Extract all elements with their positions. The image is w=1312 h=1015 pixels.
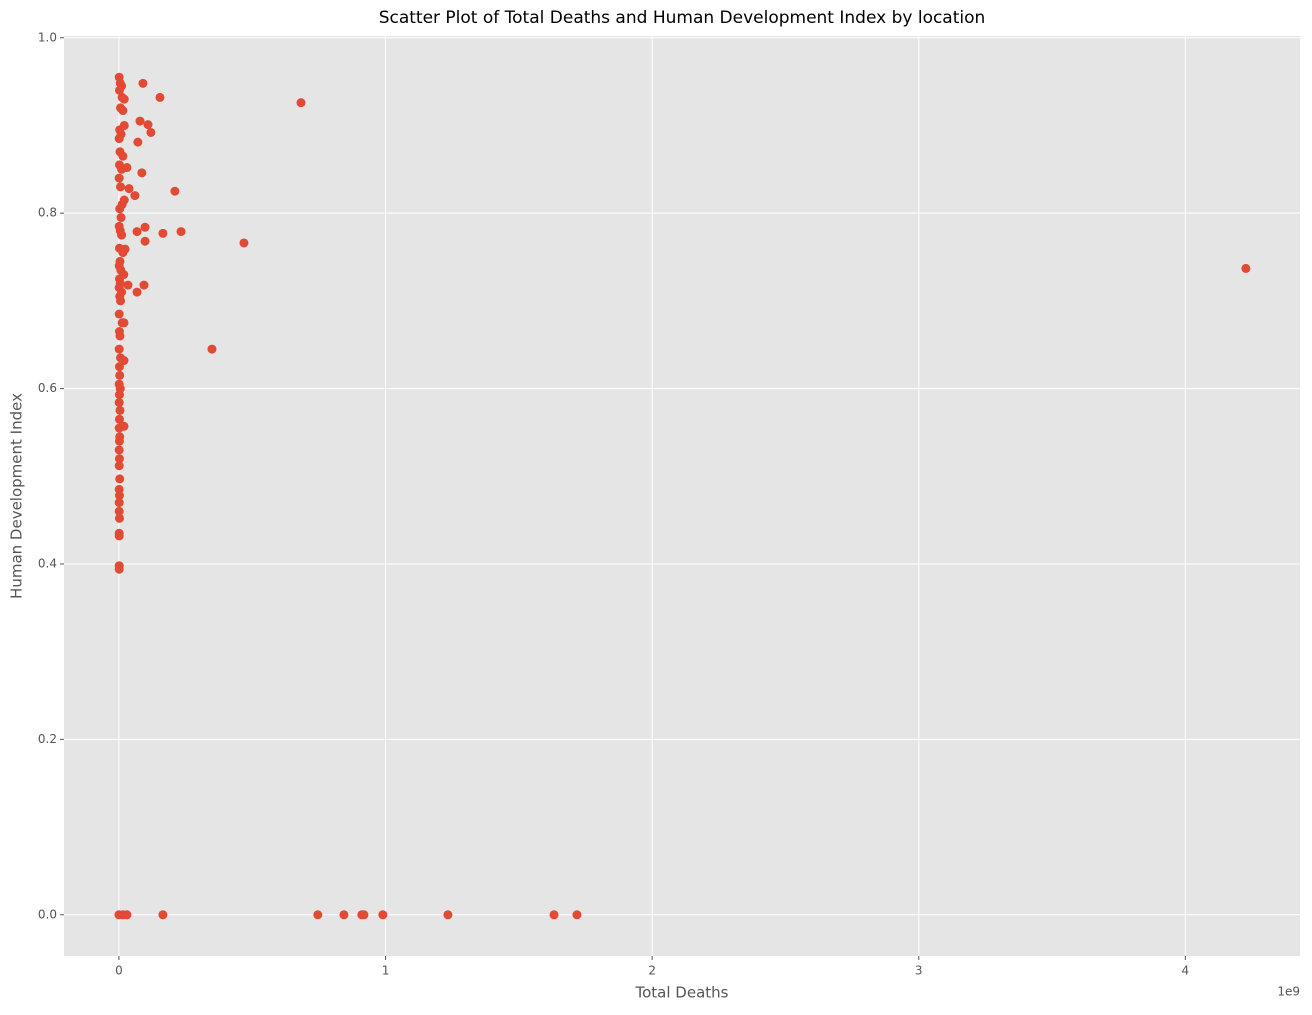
point: [123, 280, 133, 290]
point: [115, 331, 125, 341]
point: [146, 127, 156, 137]
x-offset-label: 1e9: [1277, 985, 1300, 999]
point: [114, 506, 124, 516]
x-tick-label: 3: [915, 964, 923, 978]
x-axis-label: Total Deaths: [635, 984, 729, 1002]
point: [176, 227, 186, 237]
point: [549, 910, 559, 920]
point: [114, 309, 124, 319]
y-tick-label: 0.4: [38, 556, 57, 570]
point: [117, 318, 127, 328]
point: [122, 910, 132, 920]
point: [118, 151, 128, 161]
x-tick-label: 1: [382, 964, 390, 978]
point: [118, 248, 128, 258]
point: [133, 137, 143, 147]
point: [139, 280, 149, 290]
point: [138, 78, 148, 88]
point: [132, 287, 142, 297]
point: [572, 910, 582, 920]
point: [1241, 263, 1251, 273]
point: [114, 423, 124, 433]
point: [339, 910, 349, 920]
point: [132, 227, 142, 237]
point: [239, 238, 249, 248]
y-tick-label: 1.0: [38, 30, 57, 44]
point: [115, 405, 125, 415]
y-tick-label: 0.2: [38, 732, 57, 746]
point: [296, 98, 306, 108]
point: [158, 910, 168, 920]
point: [118, 106, 128, 116]
point: [114, 491, 124, 501]
point: [114, 173, 124, 183]
point: [140, 222, 150, 232]
point: [114, 531, 124, 541]
point: [207, 344, 217, 354]
point: [114, 398, 124, 408]
plot-area: [64, 36, 1300, 956]
point: [130, 191, 140, 201]
point: [114, 414, 124, 424]
point: [124, 184, 134, 194]
x-tick-label: 2: [648, 964, 656, 978]
point: [158, 228, 168, 238]
point: [119, 94, 129, 104]
point: [116, 182, 126, 192]
y-tick-label: 0.6: [38, 381, 57, 395]
point: [135, 116, 145, 126]
x-tick-label: 0: [115, 964, 123, 978]
point: [378, 910, 388, 920]
point: [140, 236, 150, 246]
point: [114, 344, 124, 354]
chart-title: Scatter Plot of Total Deaths and Human D…: [379, 8, 986, 28]
point: [115, 474, 125, 484]
point: [117, 230, 127, 240]
point: [114, 445, 124, 455]
point: [117, 164, 127, 174]
point: [115, 370, 125, 380]
point: [443, 910, 453, 920]
point: [116, 296, 126, 306]
point: [137, 168, 147, 178]
point: [114, 390, 124, 400]
y-axis-label: Human Development Index: [8, 393, 26, 599]
point: [116, 353, 126, 363]
point: [114, 513, 124, 523]
point: [359, 910, 369, 920]
point: [115, 204, 125, 214]
point: [313, 910, 323, 920]
point: [114, 362, 124, 372]
point: [114, 85, 124, 95]
y-tick-label: 0.8: [38, 206, 57, 220]
point: [116, 213, 126, 223]
point: [114, 436, 124, 446]
point: [155, 92, 165, 102]
point: [114, 461, 124, 471]
point: [114, 498, 124, 508]
point: [114, 454, 124, 464]
point: [170, 186, 180, 196]
y-tick-label: 0.0: [38, 907, 57, 921]
point: [143, 120, 153, 130]
point: [114, 134, 124, 144]
point: [114, 564, 124, 574]
x-tick-label: 4: [1182, 964, 1190, 978]
